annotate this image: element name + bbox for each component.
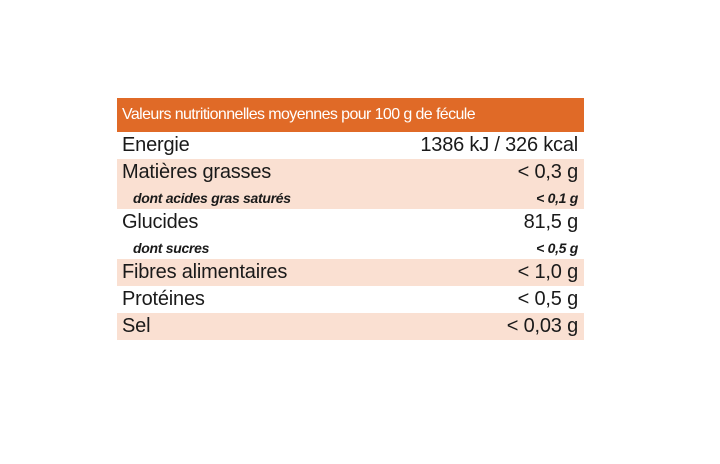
table-header: Valeurs nutritionnelles moyennes pour 10… (117, 98, 584, 132)
row-label: Sel (122, 315, 151, 337)
row-label: Protéines (122, 288, 205, 310)
row-glucides: Glucides 81,5 g (117, 209, 584, 236)
row-acides-gras-satures: dont acides gras saturés < 0,1 g (117, 186, 584, 209)
row-label: Matières grasses (122, 161, 272, 183)
row-sucres: dont sucres < 0,5 g (117, 236, 584, 259)
row-value: 1386 kJ / 326 kcal (420, 134, 578, 156)
row-value: < 0,3 g (517, 161, 579, 183)
row-value: < 0,1 g (536, 189, 578, 206)
row-value: < 0,5 g (517, 288, 579, 310)
nutrition-table: Valeurs nutritionnelles moyennes pour 10… (117, 98, 584, 340)
row-label: Energie (122, 134, 190, 156)
row-matieres-grasses: Matières grasses < 0,3 g (117, 159, 584, 186)
row-value: < 0,5 g (536, 239, 578, 256)
row-sel: Sel < 0,03 g (117, 313, 584, 340)
row-label: Glucides (122, 211, 199, 233)
row-label: dont acides gras saturés (133, 189, 291, 206)
row-proteines: Protéines < 0,5 g (117, 286, 584, 313)
row-value: 81,5 g (523, 211, 579, 233)
row-label: dont sucres (133, 239, 210, 256)
row-value: < 1,0 g (517, 261, 579, 283)
row-value: < 0,03 g (506, 315, 578, 337)
row-energie: Energie 1386 kJ / 326 kcal (117, 132, 584, 159)
row-fibres-alimentaires: Fibres alimentaires < 1,0 g (117, 259, 584, 286)
row-label: Fibres alimentaires (122, 261, 288, 283)
